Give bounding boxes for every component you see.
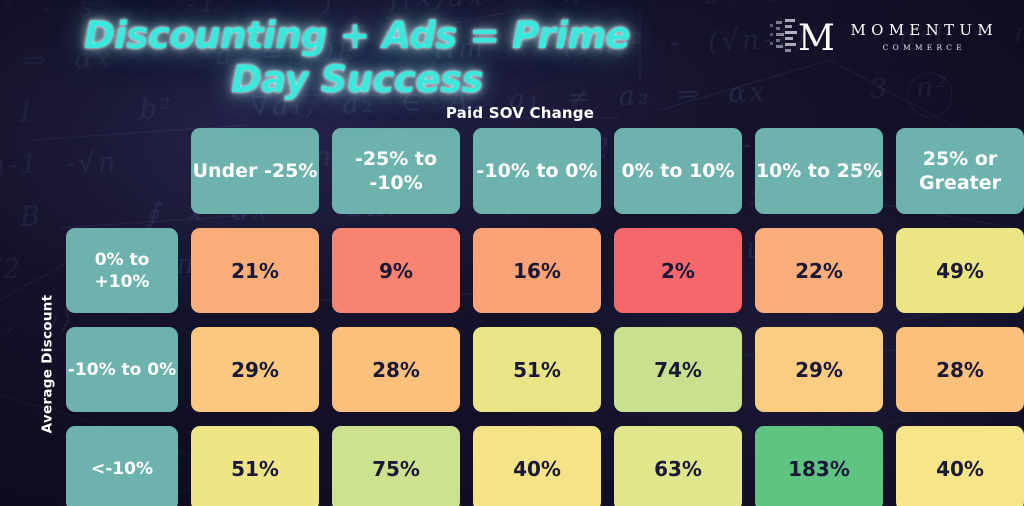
column-header-0[interactable]: Under -25% bbox=[191, 128, 319, 214]
grid-corner-spacer bbox=[66, 128, 178, 214]
heatmap-cell-r0c1[interactable]: 9% bbox=[332, 228, 460, 313]
row-header-1[interactable]: -10% to 0% bbox=[66, 327, 178, 412]
page-title: Discounting + Ads = Prime Day Success bbox=[72, 14, 642, 102]
column-header-5[interactable]: 25% or Greater bbox=[896, 128, 1024, 214]
heatmap-cell-r2c2[interactable]: 40% bbox=[473, 426, 601, 506]
column-header-4[interactable]: 10% to 25% bbox=[755, 128, 883, 214]
heatmap-cell-r2c4[interactable]: 183% bbox=[755, 426, 883, 506]
table-row: -10% to 0% 29% 28% 51% 74% 29% 28% bbox=[66, 327, 1024, 412]
row-header-0[interactable]: 0% to +10% bbox=[66, 228, 178, 313]
heatmap-cell-r0c5[interactable]: 49% bbox=[896, 228, 1024, 313]
heatmap-cell-r2c5[interactable]: 40% bbox=[896, 426, 1024, 506]
page-title-line-1: Discounting + Ads = Prime bbox=[83, 14, 631, 57]
table-row: <-10% 51% 75% 40% 63% 183% 40% bbox=[66, 426, 1024, 506]
column-header-1[interactable]: -25% to -10% bbox=[332, 128, 460, 214]
heatmap-cell-r1c3[interactable]: 74% bbox=[614, 327, 742, 412]
heatmap-grid: Under -25% -25% to -10% -10% to 0% 0% to… bbox=[66, 128, 1024, 506]
brand-wordmark: MOMENTUM COMMERCE bbox=[851, 21, 999, 52]
brand-tagline: COMMERCE bbox=[882, 42, 966, 52]
column-header-2[interactable]: -10% to 0% bbox=[473, 128, 601, 214]
svg-text:M: M bbox=[798, 18, 834, 58]
heatmap-cell-r1c2[interactable]: 51% bbox=[473, 327, 601, 412]
column-header-row: Under -25% -25% to -10% -10% to 0% 0% to… bbox=[66, 128, 1024, 214]
page-title-line-2: Day Success bbox=[230, 58, 484, 101]
brand-name: MOMENTUM bbox=[850, 20, 998, 39]
momentum-m-mark-icon: M bbox=[768, 14, 834, 58]
heatmap-cell-r0c4[interactable]: 22% bbox=[755, 228, 883, 313]
heatmap-cell-r0c3[interactable]: 2% bbox=[614, 228, 742, 313]
brand-logo: M MOMENTUM COMMERCE bbox=[768, 14, 999, 58]
column-header-3[interactable]: 0% to 10% bbox=[614, 128, 742, 214]
y-axis-title-text: Average Discount bbox=[39, 294, 55, 433]
heatmap-cell-r0c2[interactable]: 16% bbox=[473, 228, 601, 313]
heatmap-cell-r2c0[interactable]: 51% bbox=[191, 426, 319, 506]
heatmap-cell-r2c3[interactable]: 63% bbox=[614, 426, 742, 506]
y-axis-title: Average Discount bbox=[36, 226, 58, 501]
heatmap-cell-r1c0[interactable]: 29% bbox=[191, 327, 319, 412]
table-row: 0% to +10% 21% 9% 16% 2% 22% 49% bbox=[66, 228, 1024, 313]
heatmap-cell-r0c0[interactable]: 21% bbox=[191, 228, 319, 313]
row-header-2[interactable]: <-10% bbox=[66, 426, 178, 506]
heatmap-cell-r2c1[interactable]: 75% bbox=[332, 426, 460, 506]
heatmap-cell-r1c4[interactable]: 29% bbox=[755, 327, 883, 412]
x-axis-title: Paid SOV Change bbox=[445, 104, 595, 122]
heatmap-cell-r1c1[interactable]: 28% bbox=[332, 327, 460, 412]
heatmap-cell-r1c5[interactable]: 28% bbox=[896, 327, 1024, 412]
